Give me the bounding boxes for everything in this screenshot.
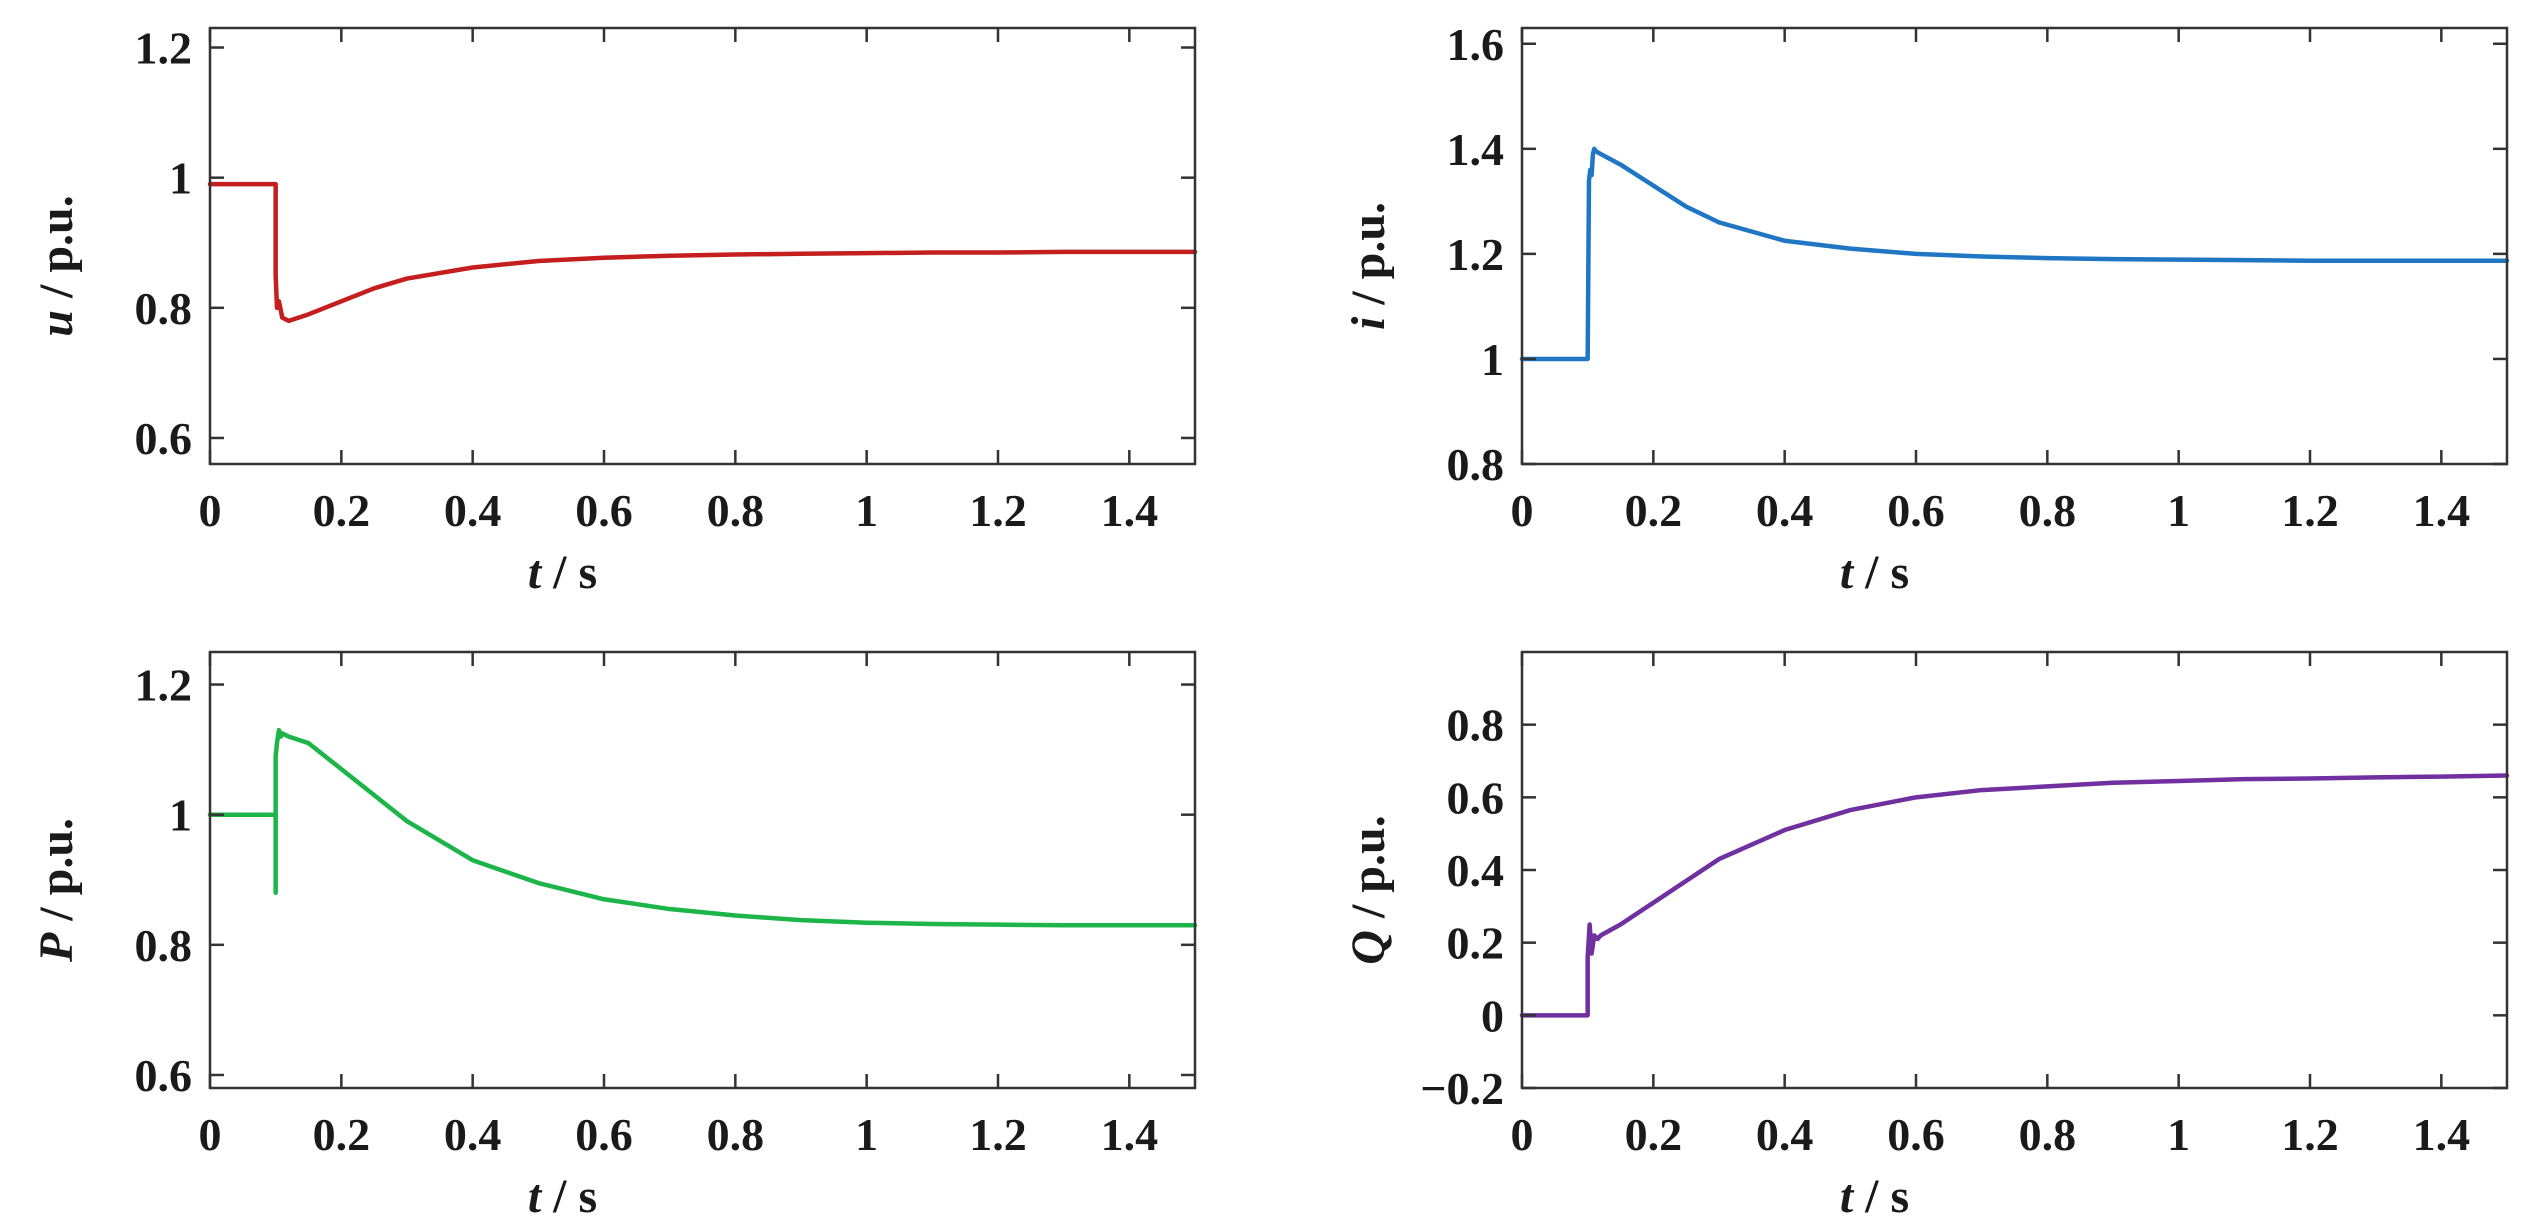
x-tick-label: 0.2 [1625, 1109, 1683, 1160]
y-axis-label-var: Q [1342, 930, 1395, 965]
x-tick-label: 0 [199, 1109, 222, 1160]
x-tick-label: 0 [1511, 485, 1534, 536]
x-tick-label: 0.4 [444, 485, 502, 536]
y-tick-label: 0.6 [1447, 772, 1505, 823]
y-tick-label: 0 [1481, 990, 1504, 1041]
x-axis-label: t / s [1840, 546, 1909, 599]
y-tick-label: 0.8 [1447, 439, 1505, 490]
x-axis-label: t / s [528, 546, 597, 599]
x-tick-label: 1.4 [2413, 1109, 2471, 1160]
y-tick-label: 1 [1481, 334, 1504, 385]
x-tick-label: 0.4 [444, 1109, 502, 1160]
x-axis-label-var: t [1840, 546, 1855, 599]
y-tick-label: 1.4 [1447, 124, 1505, 175]
x-tick-label: 1 [855, 1109, 878, 1160]
x-tick-label: 0.2 [313, 1109, 371, 1160]
x-tick-label: 1.2 [2281, 1109, 2339, 1160]
x-axis-label: t / s [528, 1170, 597, 1223]
plot-frame [1520, 650, 2509, 1090]
x-axis-label-var: t [528, 1170, 543, 1223]
y-tick-label: 1.2 [135, 660, 193, 711]
x-tick-label: 1.4 [1101, 485, 1159, 536]
y-tick-label: 0.8 [1447, 700, 1505, 751]
y-axis-label-unit: / p.u. [1342, 815, 1395, 930]
x-tick-label: 0.2 [1625, 485, 1683, 536]
y-tick-label: 0.6 [135, 1050, 193, 1101]
y-tick-label: 0.4 [1447, 845, 1505, 896]
x-axis-label-var: t [1840, 1170, 1855, 1223]
panel-u-voltage: 0 0.2 0.4 0.6 0.8 1 1.2 1.4 0.6 0.8 1 1.2 t / s u / p… [30, 23, 1198, 599]
y-axis-label: P / p.u. [30, 818, 83, 963]
y-tick-label: 0.2 [1447, 918, 1505, 969]
x-tick-label: 1 [855, 485, 878, 536]
x-tick-label: 0.8 [2019, 485, 2077, 536]
y-axis-label-var: i [1342, 316, 1395, 330]
y-tick-label: 1 [169, 153, 192, 204]
y-axis-label-var: P [30, 932, 83, 963]
x-tick-label: 0.6 [1887, 1109, 1945, 1160]
y-axis-label: Q / p.u. [1342, 815, 1395, 964]
x-tick-label: 1.4 [1101, 1109, 1159, 1160]
x-tick-label: 1.2 [2281, 485, 2339, 536]
plot-frame [1520, 26, 2509, 466]
x-axis-label-var: t [528, 546, 543, 599]
x-tick-label: 1.2 [969, 1109, 1027, 1160]
series-line-u [207, 181, 1198, 324]
x-tick-label: 0.2 [313, 485, 371, 536]
x-tick-label: 1 [2167, 1109, 2190, 1160]
x-tick-label: 1.4 [2413, 485, 2471, 536]
series-line-Q [1519, 773, 2510, 1018]
panel-q-reactive-power: 0 0.2 0.4 0.6 0.8 1 1.2 1.4−0.200.20.40.60.8t /… [1342, 650, 2510, 1223]
y-tick-label: −0.2 [1420, 1063, 1504, 1114]
x-axis-label-unit: / s [541, 1170, 597, 1223]
x-tick-label: 0.8 [2019, 1109, 2077, 1160]
x-tick-label: 1.2 [969, 485, 1027, 536]
panel-p-active-power: 0 0.2 0.4 0.6 0.8 1 1.2 1.4 0.6 0.8 1 1.2 t / s P / p… [30, 650, 1198, 1223]
y-axis-label-var: u [30, 310, 83, 337]
plot-frame [208, 650, 1197, 1090]
y-tick-label: 0.8 [135, 920, 193, 971]
x-tick-label: 1 [2167, 485, 2190, 536]
y-axis-label-unit: / p.u. [30, 818, 83, 933]
plot-frame [208, 26, 1197, 466]
y-axis-label-unit: / p.u. [30, 195, 83, 310]
x-axis-label-unit: / s [1853, 546, 1909, 599]
x-tick-label: 0.4 [1756, 1109, 1814, 1160]
x-tick-label: 0.8 [707, 1109, 765, 1160]
y-axis-label: u / p.u. [30, 195, 83, 336]
x-tick-label: 0.4 [1756, 485, 1814, 536]
x-axis-label-unit: / s [541, 546, 597, 599]
x-tick-label: 0 [199, 485, 222, 536]
y-tick-label: 1.2 [1447, 229, 1505, 280]
y-tick-label: 1 [169, 790, 192, 841]
y-tick-label: 1.2 [135, 23, 193, 74]
series-line-i [1519, 146, 2510, 362]
y-tick-label: 1.6 [1447, 19, 1505, 70]
x-tick-label: 0.6 [575, 485, 633, 536]
y-axis-label: i / p.u. [1342, 202, 1395, 330]
x-tick-label: 0.6 [575, 1109, 633, 1160]
x-tick-label: 0 [1511, 1109, 1534, 1160]
x-tick-label: 0.6 [1887, 485, 1945, 536]
x-axis-label: t / s [1840, 1170, 1909, 1223]
y-tick-label: 0.6 [135, 413, 193, 464]
series-line-P [207, 727, 1198, 928]
panel-i-current: 0 0.2 0.4 0.6 0.8 1 1.2 1.4 0.8 1 1.2 1.4 1.6 t / s i … [1342, 19, 2510, 599]
y-axis-label-unit: / p.u. [1342, 202, 1395, 317]
y-tick-label: 0.8 [135, 283, 193, 334]
x-axis-label-unit: / s [1853, 1170, 1909, 1223]
x-tick-label: 0.8 [707, 485, 765, 536]
